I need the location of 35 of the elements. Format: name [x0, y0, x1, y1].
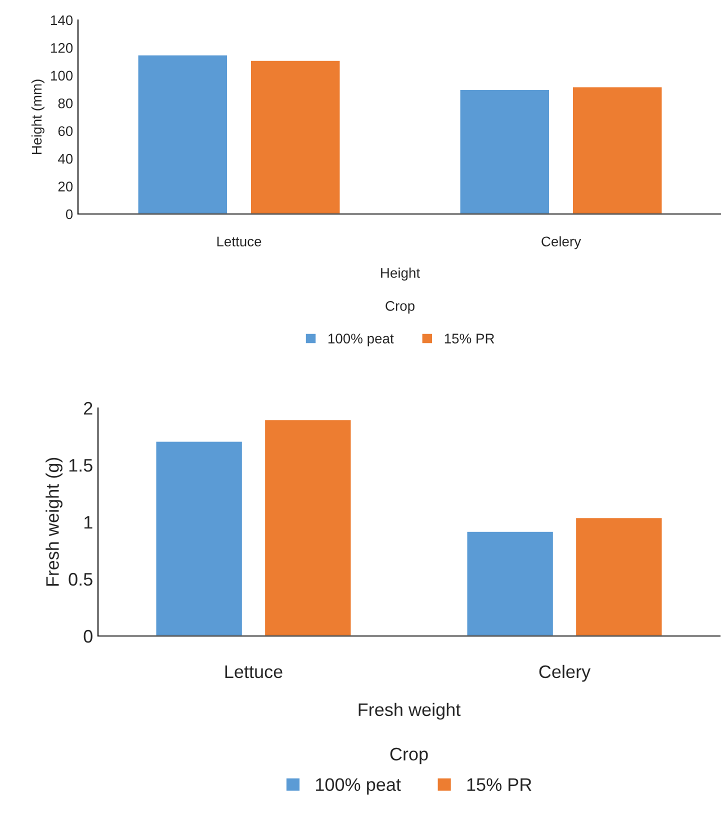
legend-label: 100% peat	[316, 778, 401, 795]
legend-label: 15% PR	[467, 778, 532, 792]
legend-label: 100% peat	[328, 334, 394, 346]
y-tick-label: 100	[51, 70, 73, 81]
bar	[466, 530, 554, 636]
x-tick-label: Celery	[539, 664, 591, 682]
bar	[154, 440, 244, 636]
bar	[572, 86, 664, 214]
x-tick-label: Celery	[542, 236, 582, 250]
y-tick-label: 0	[66, 209, 73, 220]
text: Fresh weight	[358, 702, 461, 720]
bar	[458, 88, 550, 214]
y-tick-label: 2	[84, 402, 92, 415]
x-axis-title: Crop	[386, 301, 414, 314]
y-tick-label: 20	[58, 182, 73, 192]
y-tick-label: 60	[58, 126, 73, 136]
y-axis-title: Fresh weight (g)	[46, 458, 62, 586]
bar	[574, 516, 664, 636]
bar	[250, 59, 342, 214]
y-tick-label: 80	[58, 98, 73, 108]
x-tick-label: Lettuce	[225, 666, 282, 678]
y-axis-title: Height (mm)	[31, 80, 44, 154]
text: Height	[381, 268, 420, 281]
legend-label: 15% PR	[444, 334, 494, 344]
bar	[136, 54, 228, 214]
bar	[264, 418, 352, 636]
y-tick-label: 1	[84, 516, 92, 529]
x-axis-title: Crop	[390, 748, 428, 764]
y-tick-label: 0.5	[68, 572, 92, 586]
x-tick-label: Lettuce	[217, 236, 262, 246]
y-tick-label: 1.5	[69, 459, 92, 472]
y-tick-label: 40	[58, 154, 73, 164]
y-tick-label: 0	[84, 630, 92, 643]
y-tick-label: 120	[51, 43, 73, 53]
y-tick-label: 140	[51, 15, 73, 26]
